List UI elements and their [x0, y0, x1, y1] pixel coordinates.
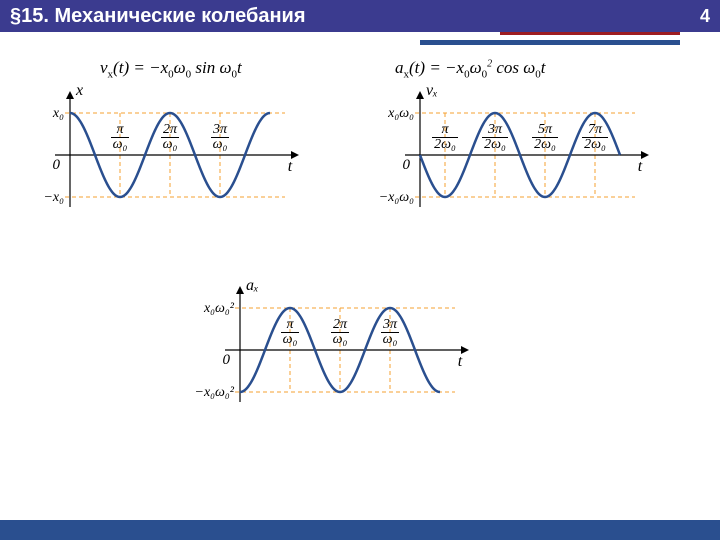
velocity-formula: vx(t) = −x0ω0 sin ω0t	[100, 58, 242, 80]
content-area: vx(t) = −x0ω0 sin ω0t ax(t) = −x0ω02 cos…	[0, 50, 720, 520]
svg-text:x₀ω₀²: x₀ω₀²	[203, 301, 235, 316]
svg-text:aₓ: aₓ	[246, 280, 259, 294]
svg-text:x: x	[75, 85, 83, 99]
svg-text:0: 0	[223, 352, 231, 368]
svg-text:x₀: x₀	[52, 106, 64, 121]
position-chart: xx₀−x₀0tπω₀2πω₀3πω₀	[20, 85, 340, 255]
acceleration-formula: ax(t) = −x0ω02 cos ω0t	[395, 58, 546, 80]
svg-text:vₓ: vₓ	[426, 85, 438, 99]
svg-text:t: t	[638, 158, 643, 175]
velocity-chart: vₓx₀ω₀−x₀ω₀0tπ2ω₀3π2ω₀5π2ω₀7π2ω₀	[370, 85, 690, 255]
svg-text:0: 0	[53, 157, 61, 173]
slide-title: §15. Механические колебания	[10, 5, 306, 28]
accent-bars	[380, 32, 680, 45]
slide-header: §15. Механические колебания 4	[0, 0, 720, 32]
svg-text:t: t	[458, 353, 463, 370]
slide-footer	[0, 520, 720, 540]
svg-text:t: t	[288, 158, 293, 175]
svg-text:−x₀ω₀²: −x₀ω₀²	[195, 385, 235, 400]
svg-text:x₀ω₀: x₀ω₀	[387, 106, 414, 121]
svg-text:0: 0	[403, 157, 411, 173]
svg-text:−x₀: −x₀	[43, 190, 64, 205]
svg-text:−x₀ω₀: −x₀ω₀	[379, 190, 414, 205]
acceleration-chart: aₓx₀ω₀²−x₀ω₀²0tπω₀2πω₀3πω₀	[190, 280, 510, 450]
page-number: 4	[700, 6, 710, 27]
